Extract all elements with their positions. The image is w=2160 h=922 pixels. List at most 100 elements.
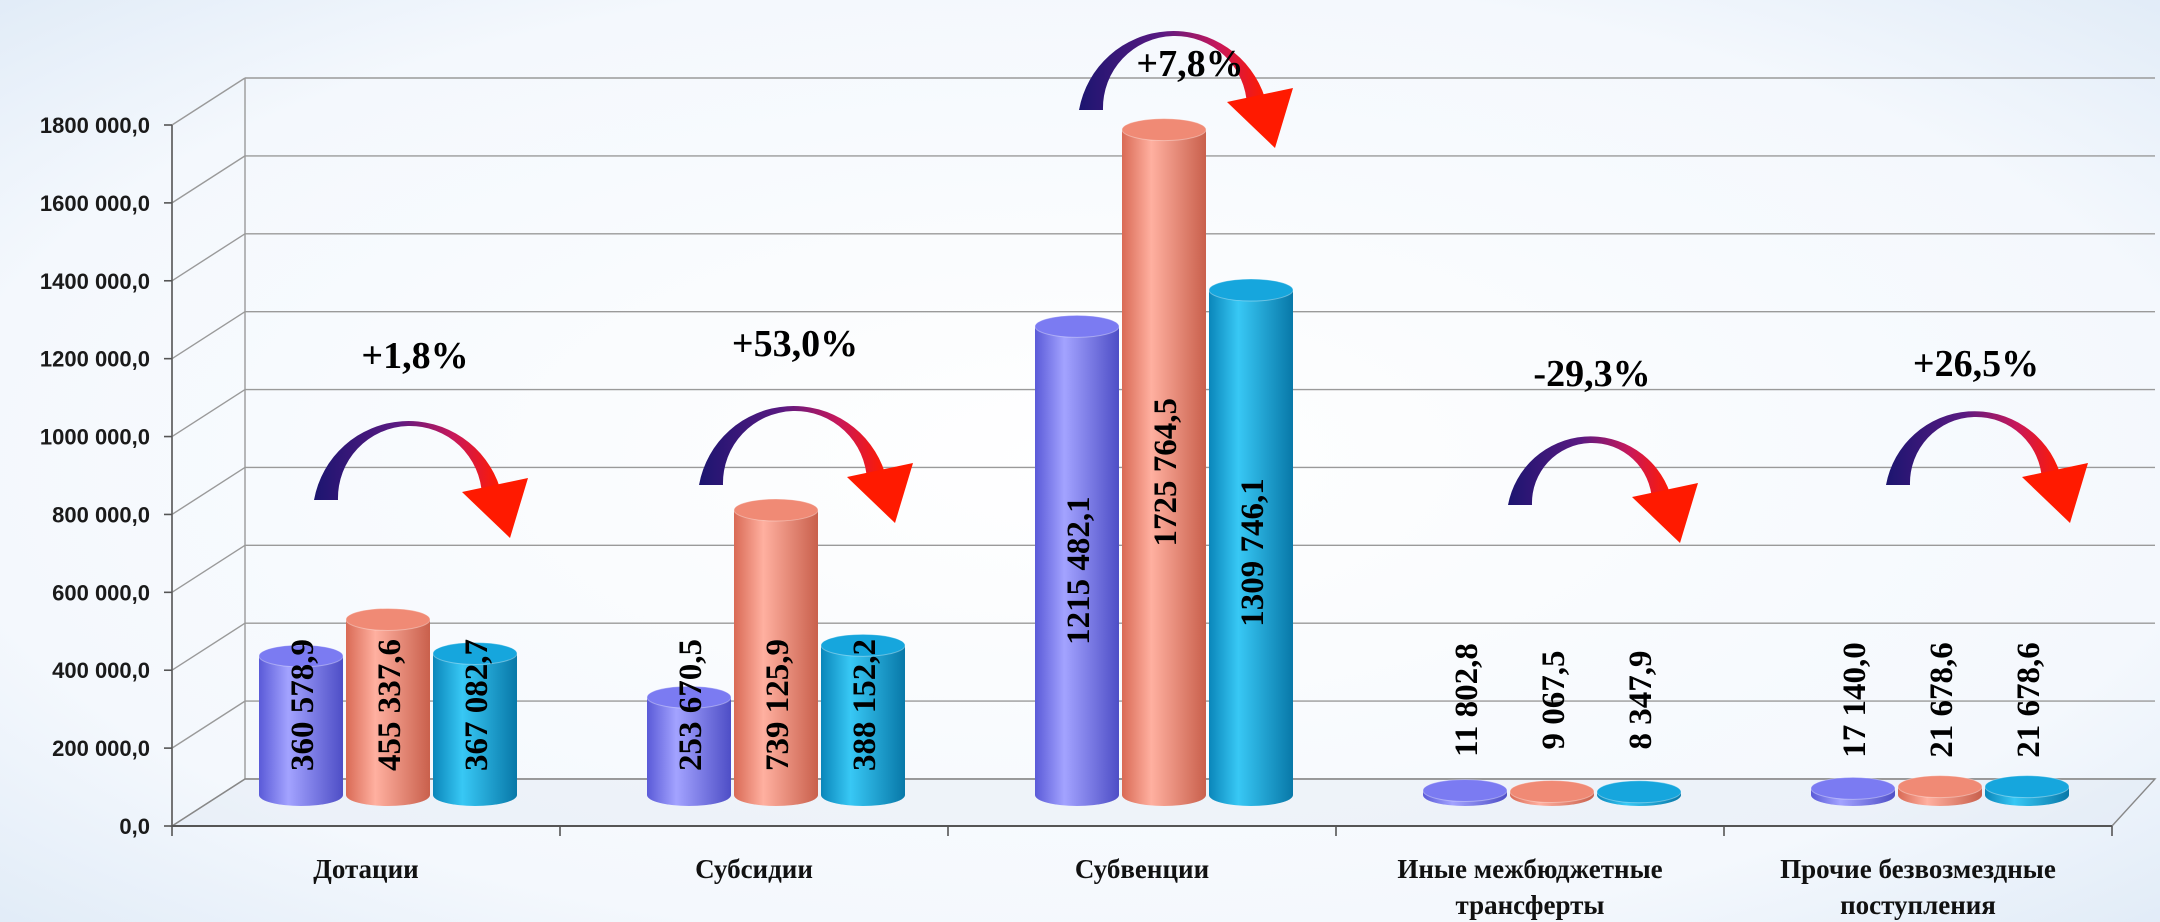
change-percent-label: +53,0% [732,323,858,365]
gridline-side [171,466,246,516]
bar [1121,118,1207,807]
category-label: трансферты [1456,890,1605,920]
bar-body [734,510,818,806]
bar [1897,775,1983,806]
y-tick-label: 200 000,0 [52,736,150,761]
bar-top [432,641,518,665]
change-arrow-icon [1886,411,2088,523]
category-label: Иные межбюджетные [1397,854,1662,884]
arrow-head [2022,463,2088,523]
bar [733,498,819,806]
change-arrow-icon [1508,436,1698,543]
y-axis-ticks: 0,0 200 000,0 400 000,0 600 000,0 800 000,0 1… [40,113,2113,839]
gridline-side [171,233,246,282]
value-label: 1215 482,1 [1061,496,1097,645]
gridline-side [171,311,246,360]
value-label: 388 152,2 [847,639,883,771]
change-arrow-icon [1079,30,1293,148]
bar [1509,780,1595,806]
value-label: 11 802,8 [1449,643,1485,757]
bar [820,633,906,806]
bar-top [646,685,732,709]
y-tick-label: 400 000,0 [52,658,150,683]
change-percent-label: -29,3% [1533,353,1650,395]
bar-body [259,655,343,806]
bar-top [1897,775,1983,799]
value-label: 455 337,6 [372,639,408,771]
y-tick-label: 1200 000,0 [40,347,150,372]
bar-body [821,645,905,806]
category-label: поступления [1840,890,1996,920]
gridline-side [171,77,246,126]
change-arrow-icon [699,405,913,523]
x-axis-categories: Дотации Субсидии Субвенции Иные межбюджетны… [313,854,2056,920]
gridline-side [171,544,246,593]
value-label: 1309 746,1 [1235,478,1271,627]
bars [258,118,2070,807]
bar [646,685,732,806]
change-arrows: +1,8% +53,0% +7,8% -29,3% +26,5% [314,30,2088,543]
bar [1208,278,1294,806]
y-tick-label: 800 000,0 [52,502,150,527]
bar [258,644,344,806]
bar-top [820,633,906,657]
arrow-arc [1079,30,1265,110]
bar-body [433,653,517,806]
y-tick-label: 600 000,0 [52,580,150,605]
bar-top [1984,775,2070,799]
value-label: 9 067,5 [1536,651,1572,750]
bar [1810,776,1896,806]
value-label: 367 082,7 [459,639,495,771]
arrow-head [1632,483,1698,543]
y-tick-label: 1000 000,0 [40,425,150,450]
arrow-head [847,463,913,523]
gridline-side [171,388,246,438]
arrow-arc [1508,436,1670,505]
bar-top [1208,278,1294,302]
value-label: 360 578,9 [285,639,321,771]
change-percent-label: +1,8% [361,335,468,377]
value-label: 21 678,6 [2011,642,2047,758]
bar-body [1122,129,1206,807]
category-label: Прочие безвозмездные [1780,854,2056,884]
bar-top [1810,776,1896,800]
arrow-head [1227,88,1293,148]
bar-top [1596,780,1682,804]
change-percent-label: +26,5% [1913,343,2039,385]
value-labels: 360 578,9 455 337,6 367 082,7 253 670,5 739 … [285,398,2047,771]
bar-top [1034,314,1120,338]
bar-body [1035,326,1119,806]
bar [1034,314,1120,806]
gridline-side [171,622,246,671]
change-percent-label: +7,8% [1136,43,1243,85]
bar-body [1209,290,1293,806]
arrow-head [462,478,528,538]
arrow-arc [1886,411,2060,485]
bar-body [346,619,430,806]
y-tick-label: 1600 000,0 [40,191,150,216]
gridline-side [171,700,246,749]
bar [345,607,431,806]
value-label: 17 140,0 [1837,642,1873,758]
change-arrow-icon [314,420,528,538]
bar-body [647,697,731,806]
y-tick-label: 0,0 [119,814,150,839]
category-label: Дотации [313,854,418,884]
gridline-side [171,155,246,204]
bar-top [345,607,431,631]
bar [1596,780,1682,806]
value-label: 253 670,5 [673,639,709,771]
category-label: Субсидии [695,854,813,884]
bar [432,641,518,806]
bar [1984,775,2070,806]
value-label: 8 347,9 [1623,651,1659,750]
bar [1422,778,1508,806]
arrow-arc [314,420,500,500]
bar-top [1422,778,1508,802]
arrow-arc [699,405,885,485]
bar-top [733,498,819,522]
value-label: 21 678,6 [1924,642,1960,758]
bar-top [1121,118,1207,142]
category-label: Субвенции [1075,854,1209,884]
